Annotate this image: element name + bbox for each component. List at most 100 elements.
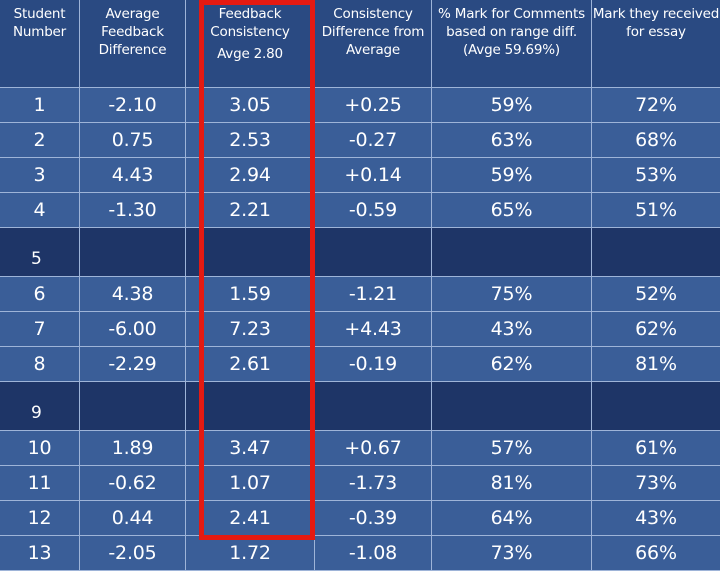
table-row: 7 -6.00 7.23 +4.43 43% 62% (0, 312, 720, 347)
cell-consistency-difference: -0.59 (315, 193, 432, 228)
cell-consistency-difference: -1.21 (315, 277, 432, 312)
header-average-feedback-difference: Average Feedback Difference (80, 0, 186, 88)
cell-consistency-difference (315, 228, 432, 277)
table-row: 5 (0, 228, 720, 277)
cell-consistency-difference: +0.67 (315, 431, 432, 466)
cell-average-feedback-difference: 4.43 (80, 158, 186, 193)
cell-student-number: 3 (0, 158, 80, 193)
cell-consistency-difference: -0.39 (315, 501, 432, 536)
table-row: 10 1.89 3.47 +0.67 57% 61% (0, 431, 720, 466)
table-row: 2 0.75 2.53 -0.27 63% 68% (0, 123, 720, 158)
cell-feedback-consistency: 2.61 (186, 347, 315, 382)
cell-essay-mark: 68% (592, 123, 720, 158)
cell-feedback-consistency: 3.47 (186, 431, 315, 466)
cell-essay-mark: 52% (592, 277, 720, 312)
cell-average-feedback-difference: -0.62 (80, 466, 186, 501)
cell-consistency-difference: -1.73 (315, 466, 432, 501)
cell-student-number: 9 (0, 382, 80, 431)
cell-average-feedback-difference: 4.38 (80, 277, 186, 312)
cell-consistency-difference: +4.43 (315, 312, 432, 347)
cell-feedback-consistency: 1.72 (186, 536, 315, 571)
cell-feedback-consistency: 1.59 (186, 277, 315, 312)
cell-student-number: 13 (0, 536, 80, 571)
header-feedback-consistency-average: Avge 2.80 (217, 46, 283, 62)
cell-student-number: 7 (0, 312, 80, 347)
cell-essay-mark (592, 228, 720, 277)
cell-student-number: 8 (0, 347, 80, 382)
header-feedback-consistency: Feedback Consistency Avge 2.80 (186, 0, 315, 88)
cell-percent-mark (432, 382, 592, 431)
cell-feedback-consistency (186, 228, 315, 277)
cell-average-feedback-difference: -1.30 (80, 193, 186, 228)
table-row: 4 -1.30 2.21 -0.59 65% 51% (0, 193, 720, 228)
cell-percent-mark: 57% (432, 431, 592, 466)
cell-feedback-consistency: 1.07 (186, 466, 315, 501)
table-row: 1 -2.10 3.05 +0.25 59% 72% (0, 88, 720, 123)
cell-average-feedback-difference: -2.10 (80, 88, 186, 123)
table-row: 9 (0, 382, 720, 431)
cell-essay-mark: 72% (592, 88, 720, 123)
cell-student-number: 10 (0, 431, 80, 466)
cell-percent-mark: 62% (432, 347, 592, 382)
cell-percent-mark: 63% (432, 123, 592, 158)
cell-consistency-difference: +0.14 (315, 158, 432, 193)
cell-percent-mark: 43% (432, 312, 592, 347)
cell-average-feedback-difference (80, 382, 186, 431)
header-percent-mark-for-comments: % Mark for Comments based on range diff.… (432, 0, 592, 88)
cell-student-number: 2 (0, 123, 80, 158)
cell-percent-mark: 73% (432, 536, 592, 571)
header-essay-mark: Mark they received for essay (592, 0, 720, 88)
cell-essay-mark (592, 382, 720, 431)
table-row: 11 -0.62 1.07 -1.73 81% 73% (0, 466, 720, 501)
cell-feedback-consistency (186, 382, 315, 431)
cell-average-feedback-difference: 1.89 (80, 431, 186, 466)
table-row: 13 -2.05 1.72 -1.08 73% 66% (0, 536, 720, 571)
cell-essay-mark: 53% (592, 158, 720, 193)
cell-percent-mark: 59% (432, 158, 592, 193)
header-student-number: Student Number (0, 0, 80, 88)
header-consistency-difference: Consistency Difference from Average (315, 0, 432, 88)
cell-percent-mark: 75% (432, 277, 592, 312)
cell-consistency-difference: -0.27 (315, 123, 432, 158)
cell-feedback-consistency: 3.05 (186, 88, 315, 123)
header-row: Student Number Average Feedback Differen… (0, 0, 720, 88)
table-row: 6 4.38 1.59 -1.21 75% 52% (0, 277, 720, 312)
cell-consistency-difference: +0.25 (315, 88, 432, 123)
header-feedback-consistency-label: Feedback Consistency (210, 6, 290, 40)
table-row: 8 -2.29 2.61 -0.19 62% 81% (0, 347, 720, 382)
cell-student-number: 5 (0, 228, 80, 277)
cell-average-feedback-difference: -6.00 (80, 312, 186, 347)
cell-percent-mark: 65% (432, 193, 592, 228)
cell-feedback-consistency: 2.21 (186, 193, 315, 228)
table-row: 12 0.44 2.41 -0.39 64% 43% (0, 501, 720, 536)
cell-average-feedback-difference (80, 228, 186, 277)
cell-essay-mark: 61% (592, 431, 720, 466)
cell-essay-mark: 81% (592, 347, 720, 382)
cell-consistency-difference: -0.19 (315, 347, 432, 382)
cell-essay-mark: 51% (592, 193, 720, 228)
cell-student-number: 12 (0, 501, 80, 536)
cell-feedback-consistency: 2.94 (186, 158, 315, 193)
cell-essay-mark: 73% (592, 466, 720, 501)
cell-feedback-consistency: 2.53 (186, 123, 315, 158)
cell-student-number: 11 (0, 466, 80, 501)
cell-consistency-difference: -1.08 (315, 536, 432, 571)
cell-average-feedback-difference: -2.29 (80, 347, 186, 382)
cell-consistency-difference (315, 382, 432, 431)
cell-percent-mark: 59% (432, 88, 592, 123)
cell-student-number: 1 (0, 88, 80, 123)
table-row: 3 4.43 2.94 +0.14 59% 53% (0, 158, 720, 193)
cell-student-number: 6 (0, 277, 80, 312)
cell-percent-mark (432, 228, 592, 277)
cell-feedback-consistency: 7.23 (186, 312, 315, 347)
cell-feedback-consistency: 2.41 (186, 501, 315, 536)
cell-student-number: 4 (0, 193, 80, 228)
cell-average-feedback-difference: 0.44 (80, 501, 186, 536)
cell-average-feedback-difference: 0.75 (80, 123, 186, 158)
cell-average-feedback-difference: -2.05 (80, 536, 186, 571)
cell-essay-mark: 66% (592, 536, 720, 571)
cell-percent-mark: 64% (432, 501, 592, 536)
cell-essay-mark: 62% (592, 312, 720, 347)
